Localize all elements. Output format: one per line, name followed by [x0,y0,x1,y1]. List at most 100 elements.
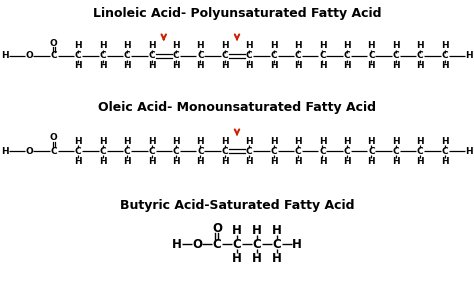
Text: C: C [246,52,253,60]
Text: H: H [392,136,400,146]
Text: H: H [1,52,9,60]
Text: H: H [343,157,351,165]
Text: C: C [417,52,423,60]
Text: H: H [416,136,424,146]
Text: H: H [294,62,302,70]
Text: H: H [294,136,302,146]
Text: C: C [148,147,155,155]
Text: H: H [294,157,302,165]
Text: H: H [272,223,282,237]
Text: H: H [416,62,424,70]
Text: H: H [252,223,262,237]
Text: O: O [212,221,222,234]
Text: C: C [173,52,179,60]
Text: C: C [344,52,350,60]
Text: C: C [368,147,374,155]
Text: H: H [246,62,253,70]
Text: H: H [292,237,302,250]
Text: C: C [319,52,326,60]
Text: C: C [221,147,228,155]
Text: H: H [99,136,107,146]
Text: C: C [246,147,253,155]
Text: H: H [367,136,375,146]
Text: C: C [270,147,277,155]
Text: H: H [148,136,155,146]
Text: C: C [392,52,399,60]
Text: H: H [172,41,180,51]
Text: C: C [441,147,448,155]
Text: H: H [197,62,204,70]
Text: H: H [272,252,282,265]
Text: H: H [99,62,107,70]
Text: O: O [50,133,58,142]
Text: H: H [123,62,131,70]
Text: H: H [392,62,400,70]
Text: H: H [343,136,351,146]
Text: H: H [319,157,326,165]
Text: H: H [123,41,131,51]
Text: H: H [441,157,448,165]
Text: H: H [270,41,277,51]
Text: H: H [123,136,131,146]
Text: H: H [74,136,82,146]
Text: C: C [75,147,82,155]
Text: H: H [319,62,326,70]
Text: O: O [192,237,202,250]
Text: H: H [343,41,351,51]
Text: H: H [123,157,131,165]
Text: H: H [319,41,326,51]
Text: H: H [172,237,182,250]
Text: H: H [416,41,424,51]
Text: C: C [213,237,221,250]
Text: H: H [270,157,277,165]
Text: H: H [294,41,302,51]
Text: H: H [367,62,375,70]
Text: C: C [295,147,301,155]
Text: H: H [252,252,262,265]
Text: C: C [100,52,106,60]
Text: H: H [343,62,351,70]
Text: H: H [441,41,448,51]
Text: O: O [26,52,33,60]
Text: H: H [392,41,400,51]
Text: C: C [197,52,204,60]
Text: H: H [465,52,473,60]
Text: H: H [148,41,155,51]
Text: C: C [273,237,282,250]
Text: C: C [51,52,57,60]
Text: C: C [100,147,106,155]
Text: H: H [74,62,82,70]
Text: H: H [74,41,82,51]
Text: H: H [74,157,82,165]
Text: C: C [221,52,228,60]
Text: H: H [221,41,228,51]
Text: H: H [172,157,180,165]
Text: C: C [75,52,82,60]
Text: C: C [124,147,130,155]
Text: H: H [319,136,326,146]
Text: H: H [197,41,204,51]
Text: H: H [148,157,155,165]
Text: C: C [51,147,57,155]
Text: C: C [392,147,399,155]
Text: H: H [441,62,448,70]
Text: C: C [417,147,423,155]
Text: O: O [50,38,58,47]
Text: H: H [221,62,228,70]
Text: C: C [344,147,350,155]
Text: H: H [232,223,242,237]
Text: Oleic Acid- Monounsaturated Fatty Acid: Oleic Acid- Monounsaturated Fatty Acid [98,102,376,115]
Text: H: H [172,62,180,70]
Text: Linoleic Acid- Polyunsaturated Fatty Acid: Linoleic Acid- Polyunsaturated Fatty Aci… [93,7,381,20]
Text: H: H [99,157,107,165]
Text: H: H [392,157,400,165]
Text: H: H [270,136,277,146]
Text: H: H [246,157,253,165]
Text: H: H [367,41,375,51]
Text: C: C [295,52,301,60]
Text: C: C [148,52,155,60]
Text: H: H [232,252,242,265]
Text: H: H [416,157,424,165]
Text: O: O [26,147,33,155]
Text: H: H [246,136,253,146]
